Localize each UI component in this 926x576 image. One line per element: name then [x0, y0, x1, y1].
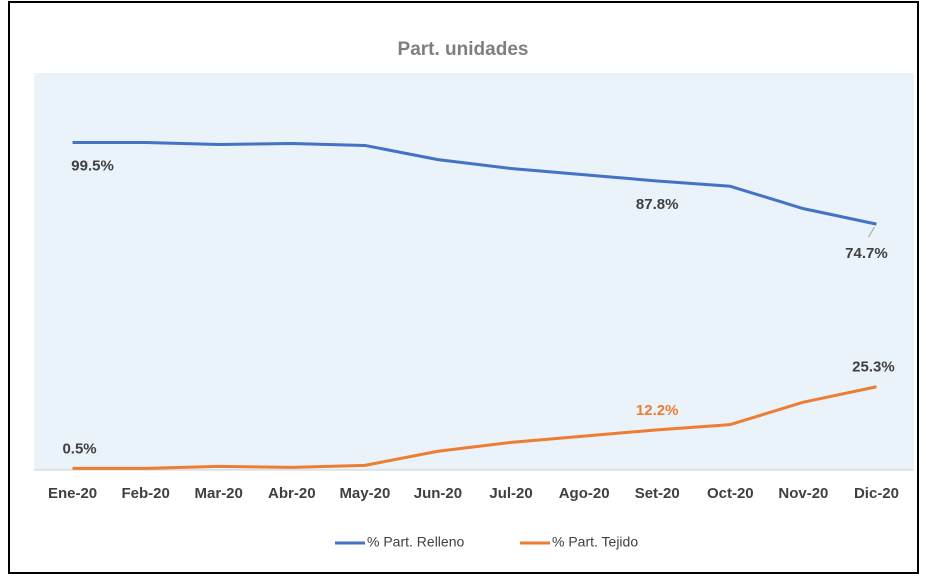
x-tick-label: Jun-20 [414, 485, 462, 502]
x-tick-label: Set-20 [635, 485, 680, 502]
x-tick-label: Ene-20 [48, 485, 97, 502]
x-tick-label: Abr-20 [268, 485, 316, 502]
plot-area [34, 73, 914, 470]
data-label: 74.7% [845, 245, 888, 262]
data-label: 0.5% [62, 440, 96, 457]
chart-title: Part. unidades [398, 39, 529, 60]
x-tick-label: Jul-20 [489, 485, 532, 502]
data-label: 99.5% [71, 157, 114, 174]
x-tick-label: Dic-20 [854, 485, 899, 502]
x-tick-label: Ago-20 [559, 485, 610, 502]
x-tick-label: Nov-20 [778, 485, 828, 502]
legend-label: % Part. Tejido [552, 534, 638, 550]
data-label: 87.8% [636, 196, 679, 213]
data-label: 12.2% [636, 402, 679, 419]
data-label: 25.3% [852, 359, 895, 376]
x-tick-label: Mar-20 [195, 485, 243, 502]
x-tick-label: Feb-20 [121, 485, 169, 502]
x-tick-label: Oct-20 [707, 485, 754, 502]
leader-line [868, 226, 875, 238]
series-line [72, 140, 877, 226]
legend-label: % Part. Relleno [367, 534, 464, 550]
x-tick-label: May-20 [339, 485, 390, 502]
series-line [72, 385, 877, 470]
